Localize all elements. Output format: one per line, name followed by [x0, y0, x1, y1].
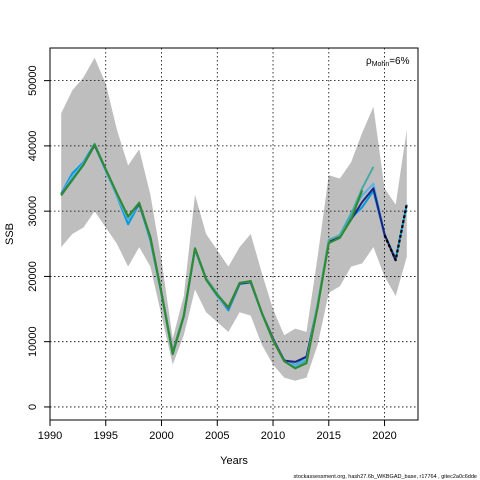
y-tick-label-50000: 50000: [27, 65, 39, 96]
y-tick-label-40000: 40000: [27, 131, 39, 162]
x-axis: 1990 1995 2000 2005 2010 2015 2020: [38, 419, 397, 442]
x-axis-title: Years: [220, 455, 248, 467]
x-tick-label-2020: 2020: [372, 430, 396, 442]
mohn-rho-annotation: ρMohn=6%: [366, 56, 410, 68]
x-tick-label-1990: 1990: [38, 430, 62, 442]
y-tick-label-0: 0: [27, 404, 39, 410]
y-tick-label-20000: 20000: [27, 261, 39, 292]
x-tick-label-2000: 2000: [149, 430, 173, 442]
mohn-rho-value: =6%: [389, 56, 409, 67]
mohn-rho-subscript: Mohn: [372, 61, 390, 68]
series-line-5: [60, 143, 364, 370]
y-axis-title: SSB: [4, 223, 16, 245]
x-tick-label-2010: 2010: [261, 430, 285, 442]
confidence-band: [61, 57, 407, 381]
confidence-band-area: [61, 57, 407, 381]
x-tick-label-2015: 2015: [317, 430, 341, 442]
series-lines: [60, 142, 408, 370]
footer-credit: stockassessment.org, hash27.6b_WKBGAD_ba…: [294, 474, 477, 480]
x-tick-label-2005: 2005: [205, 430, 229, 442]
y-axis: 0 10000 20000 30000 40000 50000: [27, 65, 51, 410]
mohn-rho-symbol: ρ: [366, 56, 372, 67]
grid: [49, 48, 418, 420]
y-tick-label-10000: 10000: [27, 326, 39, 357]
x-tick-label-1995: 1995: [94, 430, 118, 442]
series-line-6: [383, 203, 408, 262]
y-tick-label-30000: 30000: [27, 196, 39, 227]
